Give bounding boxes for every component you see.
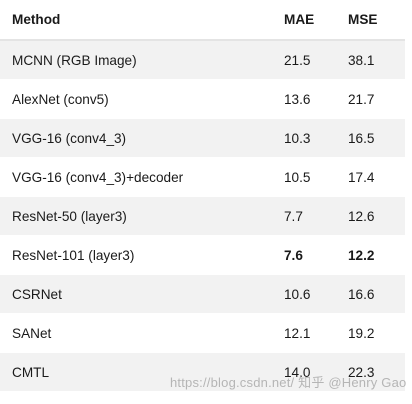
- table-row: VGG-16 (conv4_3) 10.3 16.5: [0, 119, 405, 158]
- row-mae: 10.6: [284, 286, 311, 302]
- results-table: Method MAE MSE MCNN (RGB Image) 21.5 38.…: [0, 0, 405, 392]
- row-mae: 14.0: [284, 364, 311, 380]
- table-row: CMTL 14.0 22.3: [0, 353, 405, 392]
- table-row: AlexNet (conv5) 13.6 21.7: [0, 80, 405, 119]
- table-row: SANet 12.1 19.2: [0, 314, 405, 353]
- row-mae-best: 7.6: [284, 247, 303, 263]
- row-mae: 10.3: [284, 130, 311, 146]
- table-row: ResNet-50 (layer3) 7.7 12.6: [0, 197, 405, 236]
- table-row: MCNN (RGB Image) 21.5 38.1: [0, 41, 405, 80]
- header-method: Method: [12, 12, 61, 27]
- table-header-row: Method MAE MSE: [0, 0, 405, 41]
- row-mse: 17.4: [348, 169, 375, 185]
- row-mse-best: 12.2: [348, 247, 375, 263]
- row-mse: 38.1: [348, 52, 375, 68]
- row-method: CSRNet: [12, 286, 62, 302]
- row-method: VGG-16 (conv4_3): [12, 130, 127, 146]
- row-mae: 21.5: [284, 52, 311, 68]
- row-method: ResNet-50 (layer3): [12, 208, 127, 224]
- row-method: AlexNet (conv5): [12, 91, 109, 107]
- header-mae: MAE: [284, 12, 315, 27]
- table-row: CSRNet 10.6 16.6: [0, 275, 405, 314]
- row-method: VGG-16 (conv4_3)+decoder: [12, 169, 184, 185]
- row-method: SANet: [12, 325, 52, 341]
- row-mse: 19.2: [348, 325, 375, 341]
- row-mse: 22.3: [348, 364, 375, 380]
- row-mse: 16.5: [348, 130, 375, 146]
- header-mse: MSE: [348, 12, 378, 27]
- table-row-best: ResNet-101 (layer3) 7.6 12.2: [0, 236, 405, 275]
- row-mse: 21.7: [348, 91, 375, 107]
- watermark-text: https://blog.csdn.net/ 知乎 @Henry Gao: [170, 375, 407, 390]
- row-method: MCNN (RGB Image): [12, 52, 137, 68]
- table-row: VGG-16 (conv4_3)+decoder 10.5 17.4: [0, 158, 405, 197]
- row-mse: 16.6: [348, 286, 375, 302]
- row-mae: 13.6: [284, 91, 311, 107]
- row-method: ResNet-101 (layer3): [12, 247, 135, 263]
- row-mae: 7.7: [284, 208, 303, 224]
- row-mse: 12.6: [348, 208, 375, 224]
- row-mae: 10.5: [284, 169, 311, 185]
- row-mae: 12.1: [284, 325, 311, 341]
- row-method: CMTL: [12, 364, 50, 380]
